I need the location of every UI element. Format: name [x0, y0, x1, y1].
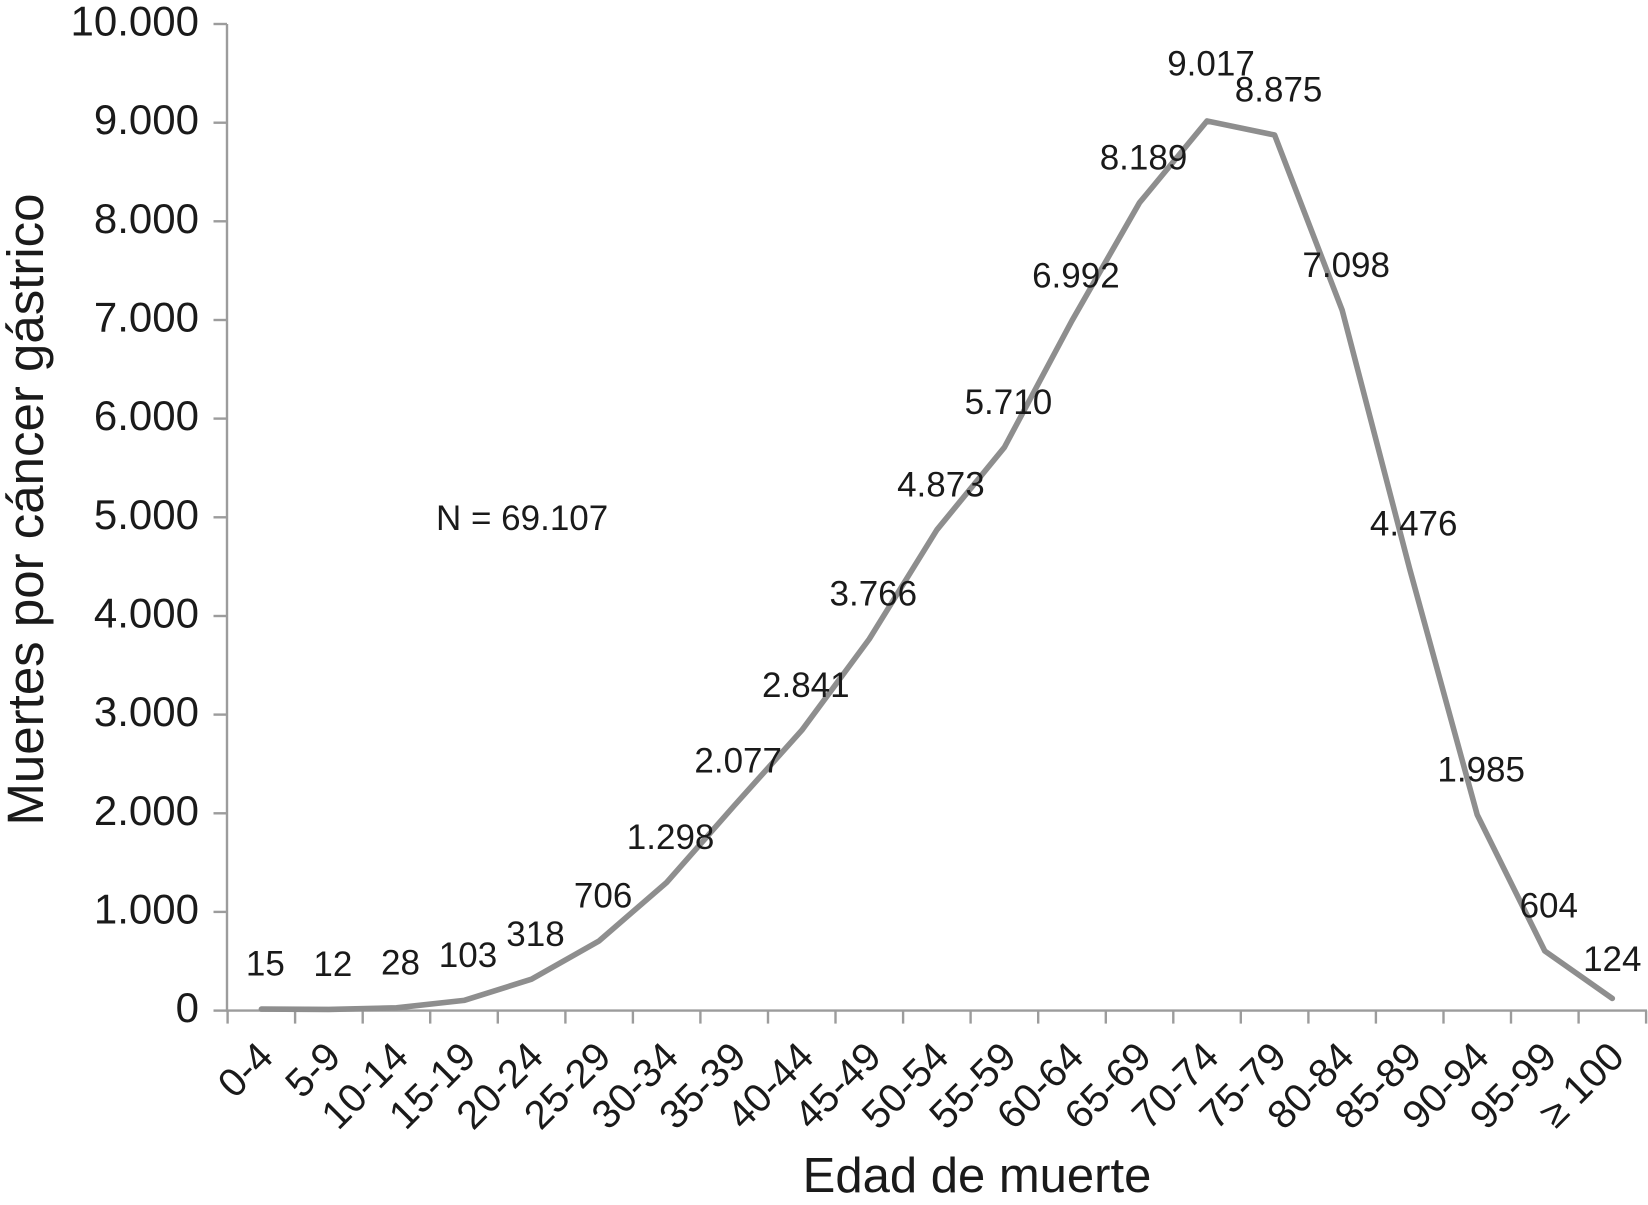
svg-text:4.000: 4.000: [94, 590, 199, 637]
svg-text:4.873: 4.873: [897, 465, 985, 504]
svg-text:2.841: 2.841: [762, 666, 850, 705]
svg-text:9.000: 9.000: [94, 96, 199, 143]
svg-text:2.000: 2.000: [94, 787, 199, 834]
svg-text:7.000: 7.000: [94, 294, 199, 341]
svg-text:6.992: 6.992: [1032, 256, 1120, 295]
svg-text:1.298: 1.298: [627, 818, 715, 857]
svg-text:9.017: 9.017: [1167, 45, 1255, 84]
svg-text:5.710: 5.710: [965, 383, 1053, 422]
svg-text:3.766: 3.766: [830, 575, 918, 614]
svg-text:604: 604: [1520, 887, 1578, 926]
svg-text:8.875: 8.875: [1235, 71, 1323, 110]
svg-text:103: 103: [439, 936, 497, 975]
svg-text:1.985: 1.985: [1437, 750, 1525, 789]
svg-text:4.476: 4.476: [1370, 505, 1458, 544]
svg-text:7.098: 7.098: [1302, 246, 1390, 285]
svg-text:10.000: 10.000: [71, 0, 199, 45]
svg-text:12: 12: [313, 945, 352, 984]
svg-text:Edad de muerte: Edad de muerte: [803, 1149, 1152, 1203]
svg-text:3.000: 3.000: [94, 688, 199, 735]
svg-text:8.000: 8.000: [94, 195, 199, 242]
svg-text:0: 0: [176, 984, 199, 1031]
svg-text:8.189: 8.189: [1100, 138, 1188, 177]
svg-text:15: 15: [246, 945, 285, 984]
svg-text:706: 706: [574, 877, 632, 916]
svg-text:2.077: 2.077: [694, 741, 782, 780]
svg-text:28: 28: [381, 943, 420, 982]
svg-text:1.000: 1.000: [94, 885, 199, 932]
svg-text:318: 318: [506, 915, 564, 954]
svg-text:6.000: 6.000: [94, 392, 199, 439]
svg-text:N = 69.107: N = 69.107: [436, 499, 608, 538]
svg-text:5.000: 5.000: [94, 491, 199, 538]
svg-text:Muertes por cáncer gástrico: Muertes por cáncer gástrico: [0, 193, 54, 825]
svg-text:124: 124: [1583, 940, 1641, 979]
